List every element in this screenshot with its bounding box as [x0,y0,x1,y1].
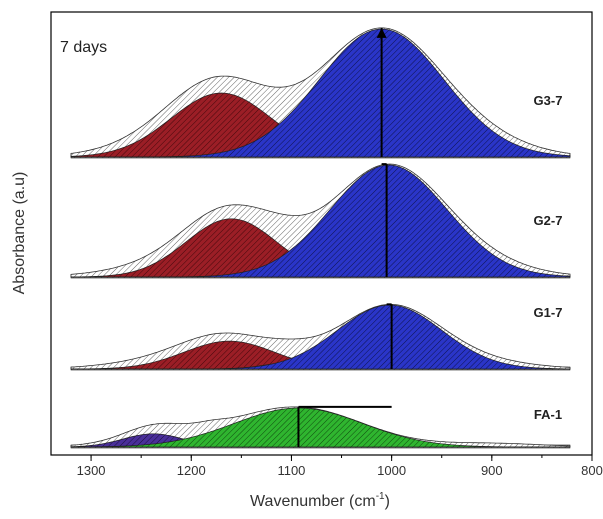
component-blue [71,304,571,370]
x-axis-label-tail: ) [385,493,390,510]
plot-frame [50,11,593,456]
panel-g1-7: G1-7 [70,303,571,371]
panel-g2-7: G2-7 [70,163,571,279]
x-tick-label: 800 [581,463,603,478]
panel-label: G3-7 [534,93,563,108]
panel-g3-7: G3-7 [70,27,571,159]
chart-annotation: 7 days [60,39,107,56]
peak-shift-markers [297,27,393,447]
x-tick-label: 1300 [77,463,106,478]
panel-label: G1-7 [534,305,563,320]
component-blue [71,28,571,158]
x-axis-label-superscript: -1 [376,491,385,502]
component-green [70,407,570,448]
x-tick-label: 1000 [377,463,406,478]
y-axis-label: Absorbance (a.u) [11,172,28,295]
panel-label: G2-7 [534,213,563,228]
x-tick-label: 900 [481,463,503,478]
x-axis-label: Wavenumber (cm-1) [250,491,390,510]
x-tick-label: 1100 [277,463,305,478]
component-blue [71,164,571,278]
x-axis-ticks: 1300 1200 1100 1000 900 800 [77,455,603,478]
plot-area: G3-7 G2-7 G1-7 FA-1 [70,27,571,449]
panel-label: FA-1 [534,407,562,422]
x-axis-label-main: Wavenumber (cm [250,493,376,510]
arrow-head [376,27,387,38]
x-tick-label: 1200 [177,463,206,478]
panel-fa-1: FA-1 [70,406,571,449]
